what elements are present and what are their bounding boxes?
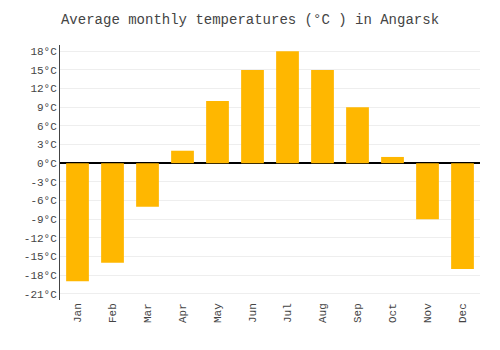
svg-text:9°C: 9°C [37,102,57,114]
svg-text:12°C: 12°C [30,83,57,95]
svg-text:Dec: Dec [457,303,469,323]
svg-text:0°C: 0°C [37,158,57,170]
svg-text:Mar: Mar [142,303,154,323]
svg-text:15°C: 15°C [30,65,57,77]
svg-text:Oct: Oct [387,303,399,323]
svg-text:Jan: Jan [72,303,84,323]
svg-text:-9°C: -9°C [30,214,57,226]
svg-text:Feb: Feb [107,303,119,323]
svg-text:Jun: Jun [247,303,259,323]
svg-text:-18°C: -18°C [24,270,57,282]
svg-text:Aug: Aug [317,303,329,323]
svg-text:Apr: Apr [177,303,189,323]
svg-text:-3°C: -3°C [30,177,57,189]
svg-text:May: May [212,303,224,323]
svg-text:3°C: 3°C [37,139,57,151]
svg-text:6°C: 6°C [37,121,57,133]
svg-text:Jul: Jul [282,303,294,323]
svg-text:-15°C: -15°C [24,251,57,263]
svg-text:-6°C: -6°C [30,195,57,207]
svg-text:-21°C: -21°C [24,289,57,301]
svg-text:Nov: Nov [422,303,434,323]
svg-text:18°C: 18°C [30,46,57,58]
svg-text:Sep: Sep [352,303,364,323]
svg-text:-12°C: -12°C [24,233,57,245]
svg-text:Average monthly temperatures (: Average monthly temperatures (°C ) in An… [61,12,439,28]
